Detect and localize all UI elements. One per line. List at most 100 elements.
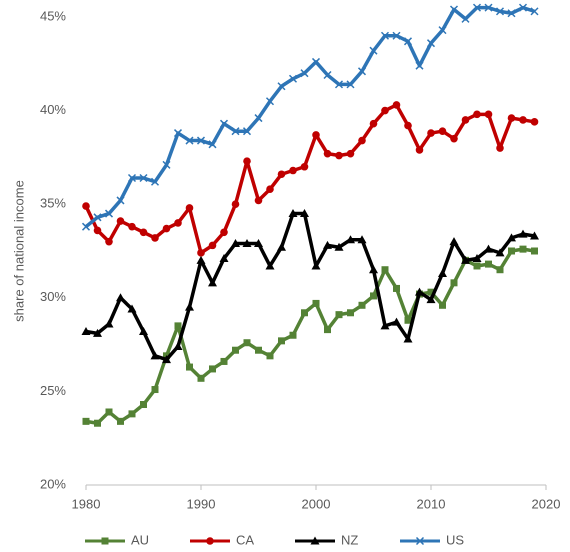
x-tick-label: 2020 <box>532 496 561 511</box>
x-tick-label: 1990 <box>187 496 216 511</box>
data-point <box>150 177 160 186</box>
data-point <box>81 326 91 335</box>
data-point <box>358 136 366 145</box>
data-point <box>473 262 481 270</box>
data-point <box>485 260 492 268</box>
data-point <box>323 240 332 249</box>
data-point <box>219 253 229 262</box>
data-point <box>426 295 436 304</box>
data-point <box>518 229 528 238</box>
data-point <box>508 247 515 255</box>
data-point <box>104 209 114 218</box>
data-point <box>323 149 332 158</box>
data-point <box>116 293 125 302</box>
data-point <box>449 5 459 14</box>
x-tick-label: 1980 <box>72 496 101 511</box>
data-point <box>312 131 320 139</box>
data-point <box>415 61 424 70</box>
legend-label: AU <box>131 532 149 547</box>
data-point <box>104 319 114 328</box>
data-point <box>127 304 137 313</box>
legend-label: NZ <box>341 532 358 547</box>
data-point <box>495 7 505 16</box>
data-point <box>197 374 205 382</box>
data-point <box>461 255 470 264</box>
data-point <box>484 244 493 253</box>
x-tick-label: 2010 <box>417 496 446 511</box>
data-point <box>243 339 251 347</box>
series-line <box>84 5 536 229</box>
data-point <box>254 239 263 248</box>
data-point <box>265 97 275 106</box>
data-point <box>162 224 171 233</box>
y-tick-label: 35% <box>40 196 66 211</box>
data-point <box>278 337 285 345</box>
data-point <box>530 7 539 16</box>
data-point <box>346 80 355 89</box>
data-point <box>392 31 401 40</box>
data-point <box>347 309 354 317</box>
data-point <box>439 301 446 309</box>
data-point <box>334 80 344 89</box>
data-point <box>242 127 252 136</box>
data-point <box>403 37 413 46</box>
data-point <box>93 213 102 222</box>
data-point <box>370 292 377 300</box>
data-point <box>334 242 344 251</box>
data-point <box>220 228 228 237</box>
data-point <box>346 149 355 158</box>
data-point <box>380 31 390 40</box>
data-point <box>254 114 263 123</box>
legend-marker <box>310 536 320 545</box>
data-point <box>346 235 355 244</box>
data-point <box>219 119 229 128</box>
y-tick-label: 25% <box>40 383 66 398</box>
data-point <box>427 129 435 137</box>
data-point <box>484 3 493 12</box>
data-point <box>81 222 91 231</box>
data-point <box>266 352 274 360</box>
data-point <box>93 328 102 337</box>
data-point <box>277 82 286 91</box>
data-point <box>277 170 286 179</box>
data-point <box>208 140 217 149</box>
data-point <box>496 144 504 152</box>
data-point <box>450 279 458 287</box>
data-point <box>254 196 263 205</box>
data-point <box>186 363 193 371</box>
data-point <box>105 408 113 416</box>
data-point <box>484 110 493 119</box>
series-line <box>84 103 535 255</box>
data-point <box>324 326 331 334</box>
data-point <box>266 185 274 194</box>
y-tick-label: 40% <box>40 102 66 117</box>
data-point <box>82 417 90 425</box>
data-point <box>472 253 482 262</box>
data-point <box>162 160 171 169</box>
data-point <box>185 136 194 145</box>
data-point <box>300 209 309 218</box>
data-point <box>519 116 527 124</box>
data-point <box>507 233 516 242</box>
data-point <box>150 351 160 360</box>
data-point <box>461 116 470 124</box>
data-point <box>128 410 136 418</box>
data-point <box>289 166 297 175</box>
data-point <box>531 247 538 255</box>
series-line <box>85 211 535 362</box>
data-point <box>404 316 412 324</box>
data-point <box>208 278 217 287</box>
data-point <box>450 134 458 143</box>
data-point <box>277 242 286 251</box>
data-point <box>381 266 389 274</box>
data-point <box>357 235 367 244</box>
data-point <box>358 301 366 309</box>
data-point <box>312 299 320 307</box>
data-point <box>196 136 206 145</box>
data-point <box>82 202 90 210</box>
legend-marker <box>415 536 425 546</box>
data-point <box>139 326 148 335</box>
data-point <box>231 239 240 248</box>
data-point <box>116 217 125 225</box>
data-point <box>127 173 137 183</box>
